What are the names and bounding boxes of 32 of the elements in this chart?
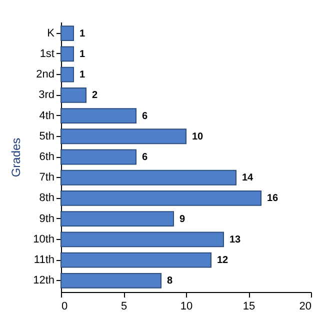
y-tick-label: 7th [39,172,54,184]
x-tick-label: 10 [180,300,193,312]
y-tick-label: 8th [39,192,54,204]
data-label: 1 [80,48,86,60]
data-label: 10 [192,131,204,142]
x-tick-label: 0 [62,300,68,312]
data-label: 6 [142,110,148,122]
y-tick-label: 2nd [36,68,54,81]
x-tick-label: 20 [299,300,312,312]
y-tick-label: 1st [40,48,54,60]
y-tick-label: 5th [39,130,54,142]
y-tick-label: 3rd [38,89,54,102]
y-tick-label: K [47,27,56,40]
y-axis-title: Grades [9,138,24,178]
x-tick-label: 5 [120,300,128,312]
data-label: 1 [80,28,86,40]
y-tick-label: 4th [39,110,54,122]
data-label: 8 [167,276,173,287]
x-tick-label: 15 [242,300,256,312]
y-tick-label: 6th [39,151,54,163]
y-tick-label: 10th [33,233,54,246]
y-tick-label: 9th [39,212,54,225]
data-label: 2 [92,90,98,102]
y-tick-label: 11th [34,254,54,266]
data-label: 1 [80,70,86,81]
data-label: 13 [230,234,242,246]
data-label: 16 [267,193,279,204]
data-label: 6 [142,152,148,163]
y-tick-label: 12th [33,274,54,287]
data-label: 14 [242,172,254,184]
data-label: 9 [180,214,186,225]
data-label: 12 [217,255,229,266]
